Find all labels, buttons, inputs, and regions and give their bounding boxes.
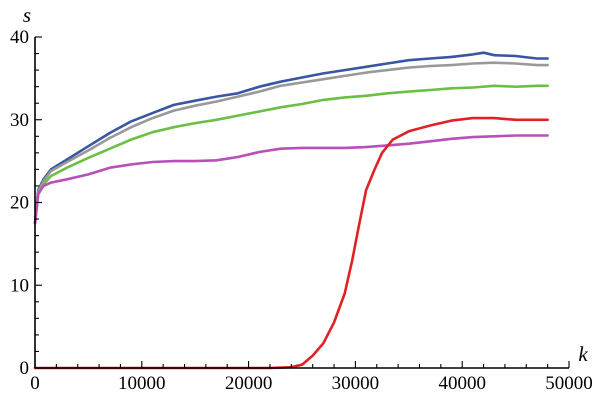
y-axis-label: s (23, 3, 31, 27)
ticks: 0 10000 20000 30000 40000 50000 0 10 20 30 40 (10, 27, 593, 394)
y-tick-label: 10 (10, 275, 29, 296)
series-line-4 (33, 134, 549, 225)
y-tick-label: 30 (10, 110, 29, 131)
y-tick-label: 0 (20, 358, 30, 379)
x-tick-label: 0 (30, 373, 40, 394)
x-tick-label: 50000 (545, 373, 593, 394)
x-tick-label: 40000 (438, 373, 486, 394)
x-tick-label: 30000 (332, 373, 380, 394)
x-tick-label: 10000 (118, 373, 166, 394)
plot-lines (33, 51, 549, 370)
y-tick-label: 20 (10, 193, 29, 214)
series-line-5 (33, 116, 549, 370)
series-line-2 (33, 61, 549, 225)
series-line-1 (33, 51, 549, 225)
x-axis-label: k (578, 342, 588, 366)
series-line-3 (33, 84, 549, 225)
y-tick-label: 40 (10, 27, 29, 48)
x-tick-label: 20000 (225, 373, 273, 394)
